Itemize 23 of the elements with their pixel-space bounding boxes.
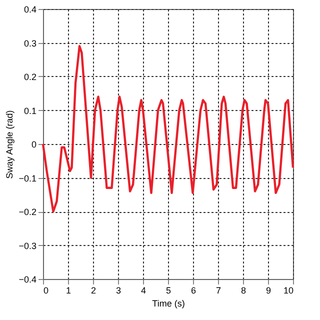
y-tick-label: −0.1: [18, 173, 36, 184]
y-axis-title: Sway Angle (rad): [4, 110, 15, 179]
y-tick-label: 0.2: [24, 72, 36, 82]
x-tick-label: 5: [166, 286, 172, 296]
x-tick-label: 10: [283, 286, 294, 296]
line-series: [42, 45, 294, 213]
x-tick-label: 6: [190, 286, 196, 296]
x-tick-label: 0: [44, 286, 49, 296]
x-tick-label: 2: [90, 286, 96, 296]
x-tick-label: 7: [216, 286, 222, 296]
y-tick-label: 0.3: [24, 38, 36, 48]
y-tick-label: 0.1: [24, 106, 36, 116]
y-tick-label: −0.3: [18, 240, 36, 251]
y-tick-label: 0.4: [24, 4, 36, 14]
y-tick-label: 0: [31, 140, 36, 150]
x-axis-title: Time (s): [152, 298, 185, 308]
x-tick-label: 9: [266, 286, 272, 296]
x-tick-label: 3: [116, 286, 122, 296]
x-tick-label: 1: [66, 286, 72, 296]
y-tick-label: −0.4: [18, 274, 36, 284]
x-tick-label: 8: [240, 286, 246, 296]
y-tick-label: −0.2: [18, 207, 36, 217]
x-tick-label: 4: [140, 286, 146, 296]
